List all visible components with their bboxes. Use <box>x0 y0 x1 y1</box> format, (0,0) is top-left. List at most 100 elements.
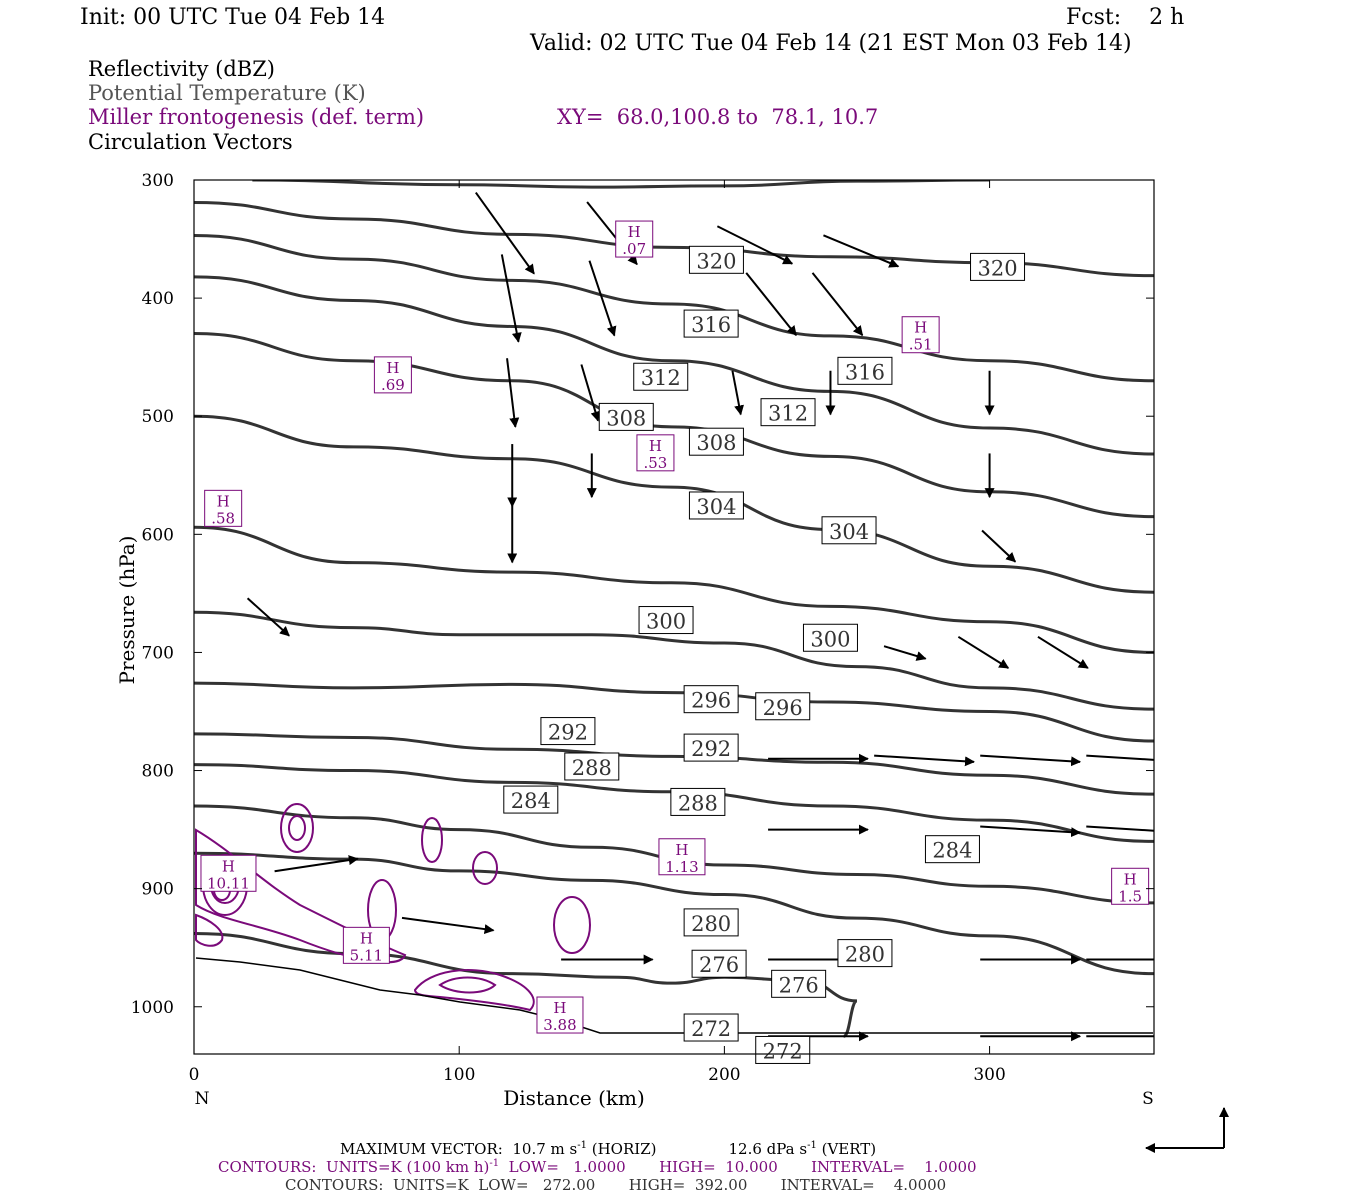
circulation-vector <box>883 645 927 661</box>
isentrope-label: 280 <box>683 908 739 937</box>
circulation-vector <box>811 272 864 336</box>
isentrope-316 <box>194 234 1154 383</box>
svg-text:.07: .07 <box>622 240 646 258</box>
svg-text:304: 304 <box>829 520 869 544</box>
circulation-vector <box>506 358 520 428</box>
footer-fronto-contours: CONTOURS: UNITS=K (100 km h)-1 LOW= 1.00… <box>218 1158 977 1176</box>
svg-text:H: H <box>675 841 688 859</box>
svg-text:280: 280 <box>845 943 885 967</box>
y-tick-label: 500 <box>142 407 174 427</box>
svg-text:292: 292 <box>548 721 588 745</box>
isentrope-label: 320 <box>688 245 744 274</box>
isentrope-304 <box>194 414 1154 594</box>
svg-text:3.88: 3.88 <box>543 1016 576 1034</box>
svg-text:312: 312 <box>641 366 681 390</box>
isentrope-label: 292 <box>683 733 739 762</box>
frontogenesis-max-label: H3.88 <box>536 996 584 1034</box>
svg-text:312: 312 <box>768 402 808 426</box>
circulation-vector <box>980 754 1082 767</box>
circulation-vector <box>1086 825 1154 832</box>
isentrope-label: 304 <box>821 516 877 545</box>
x-tick-label: 0 <box>189 1065 200 1085</box>
terrain-surface <box>195 957 1153 1034</box>
svg-text:.58: .58 <box>211 509 235 527</box>
forecast-hour: Fcst: 2 h <box>1066 5 1185 30</box>
circulation-vector <box>980 825 1082 838</box>
isentrope-276 <box>194 851 1154 976</box>
svg-text:320: 320 <box>977 256 1017 280</box>
frontogenesis-max-label: H.69 <box>373 356 412 394</box>
svg-text:H: H <box>222 857 235 875</box>
isentrope-label: 280 <box>837 939 893 968</box>
circulation-vector <box>745 272 797 336</box>
y-tick-label: 600 <box>142 525 174 545</box>
svg-text:288: 288 <box>572 756 612 780</box>
field-potential-temperature: Potential Temperature (K) <box>88 81 366 105</box>
fronto-contour <box>421 817 443 863</box>
isentrope-label: 284 <box>924 835 980 864</box>
isentrope-label: 312 <box>760 398 816 427</box>
svg-text:272: 272 <box>691 1017 731 1041</box>
footer-theta-contours: CONTOURS: UNITS=K LOW= 272.00 HIGH= 392.… <box>285 1176 947 1194</box>
circulation-vector <box>274 855 359 873</box>
isentrope-label: 304 <box>688 491 744 520</box>
fronto-contour <box>553 896 591 954</box>
init-time: Init: 00 UTC Tue 04 Feb 14 <box>80 5 386 30</box>
isentrope-label: 308 <box>688 427 744 456</box>
circulation-vector <box>1037 635 1089 669</box>
svg-text:316: 316 <box>691 313 731 337</box>
fronto-contour <box>195 913 224 947</box>
circulation-vector <box>716 225 794 265</box>
frontogenesis-max-label: H1.5 <box>1111 867 1150 905</box>
svg-text:316: 316 <box>845 360 885 384</box>
frontogenesis-max-label: H.07 <box>615 220 654 258</box>
isentrope-label: 288 <box>564 752 620 781</box>
isentrope-label: 296 <box>683 685 739 714</box>
field-circulation-vectors: Circulation Vectors <box>88 130 293 154</box>
isentrope-label: 272 <box>683 1013 739 1042</box>
circulation-vector <box>874 754 975 767</box>
svg-text:H: H <box>360 929 373 947</box>
fronto-contour <box>438 976 497 994</box>
svg-text:H: H <box>628 223 641 241</box>
field-reflectivity: Reflectivity (dBZ) <box>88 57 276 81</box>
circulation-vector <box>475 192 535 275</box>
circulation-vector <box>588 260 617 337</box>
isentrope-label: 320 <box>970 252 1026 281</box>
valid-time: Valid: 02 UTC Tue 04 Feb 14 (21 EST Mon … <box>530 31 1132 56</box>
svg-text:H: H <box>649 437 662 455</box>
svg-text:308: 308 <box>606 406 646 430</box>
svg-text:.53: .53 <box>644 454 668 472</box>
svg-text:276: 276 <box>779 973 819 997</box>
x-tick-label: 100 <box>443 1065 475 1085</box>
svg-text:284: 284 <box>511 789 551 813</box>
svg-text:.69: .69 <box>381 376 405 394</box>
isentrope-label: 316 <box>837 356 893 385</box>
frontogenesis-max-label: H.58 <box>204 489 243 527</box>
circulation-vector <box>731 370 744 416</box>
fronto-contour <box>472 851 498 885</box>
fronto-contour <box>195 828 407 964</box>
svg-text:H: H <box>1124 870 1137 888</box>
x-right-end-label: S <box>1142 1089 1154 1109</box>
isentrope-label: 308 <box>598 402 654 431</box>
y-tick-label: 300 <box>142 171 174 191</box>
isentrope-320 <box>252 180 990 189</box>
svg-text:284: 284 <box>932 839 972 863</box>
circulation-vector <box>401 916 495 935</box>
y-tick-label: 700 <box>142 643 174 663</box>
frontogenesis-max-label: H.51 <box>901 316 940 354</box>
circulation-vector <box>981 529 1017 563</box>
isentrope-label: 288 <box>670 787 726 816</box>
fronto-contour <box>280 803 314 853</box>
field-frontogenesis: Miller frontogenesis (def. term) <box>88 105 425 129</box>
isentrope-label: 276 <box>691 949 747 978</box>
svg-text:H: H <box>217 492 230 510</box>
circulation-vector <box>246 597 290 637</box>
svg-text:H: H <box>914 319 927 337</box>
svg-text:308: 308 <box>696 431 736 455</box>
isentrope-label: 312 <box>633 362 689 391</box>
svg-text:H: H <box>553 999 566 1017</box>
frontogenesis-max-label: H5.11 <box>342 926 390 964</box>
isentrope-296 <box>194 610 1154 711</box>
